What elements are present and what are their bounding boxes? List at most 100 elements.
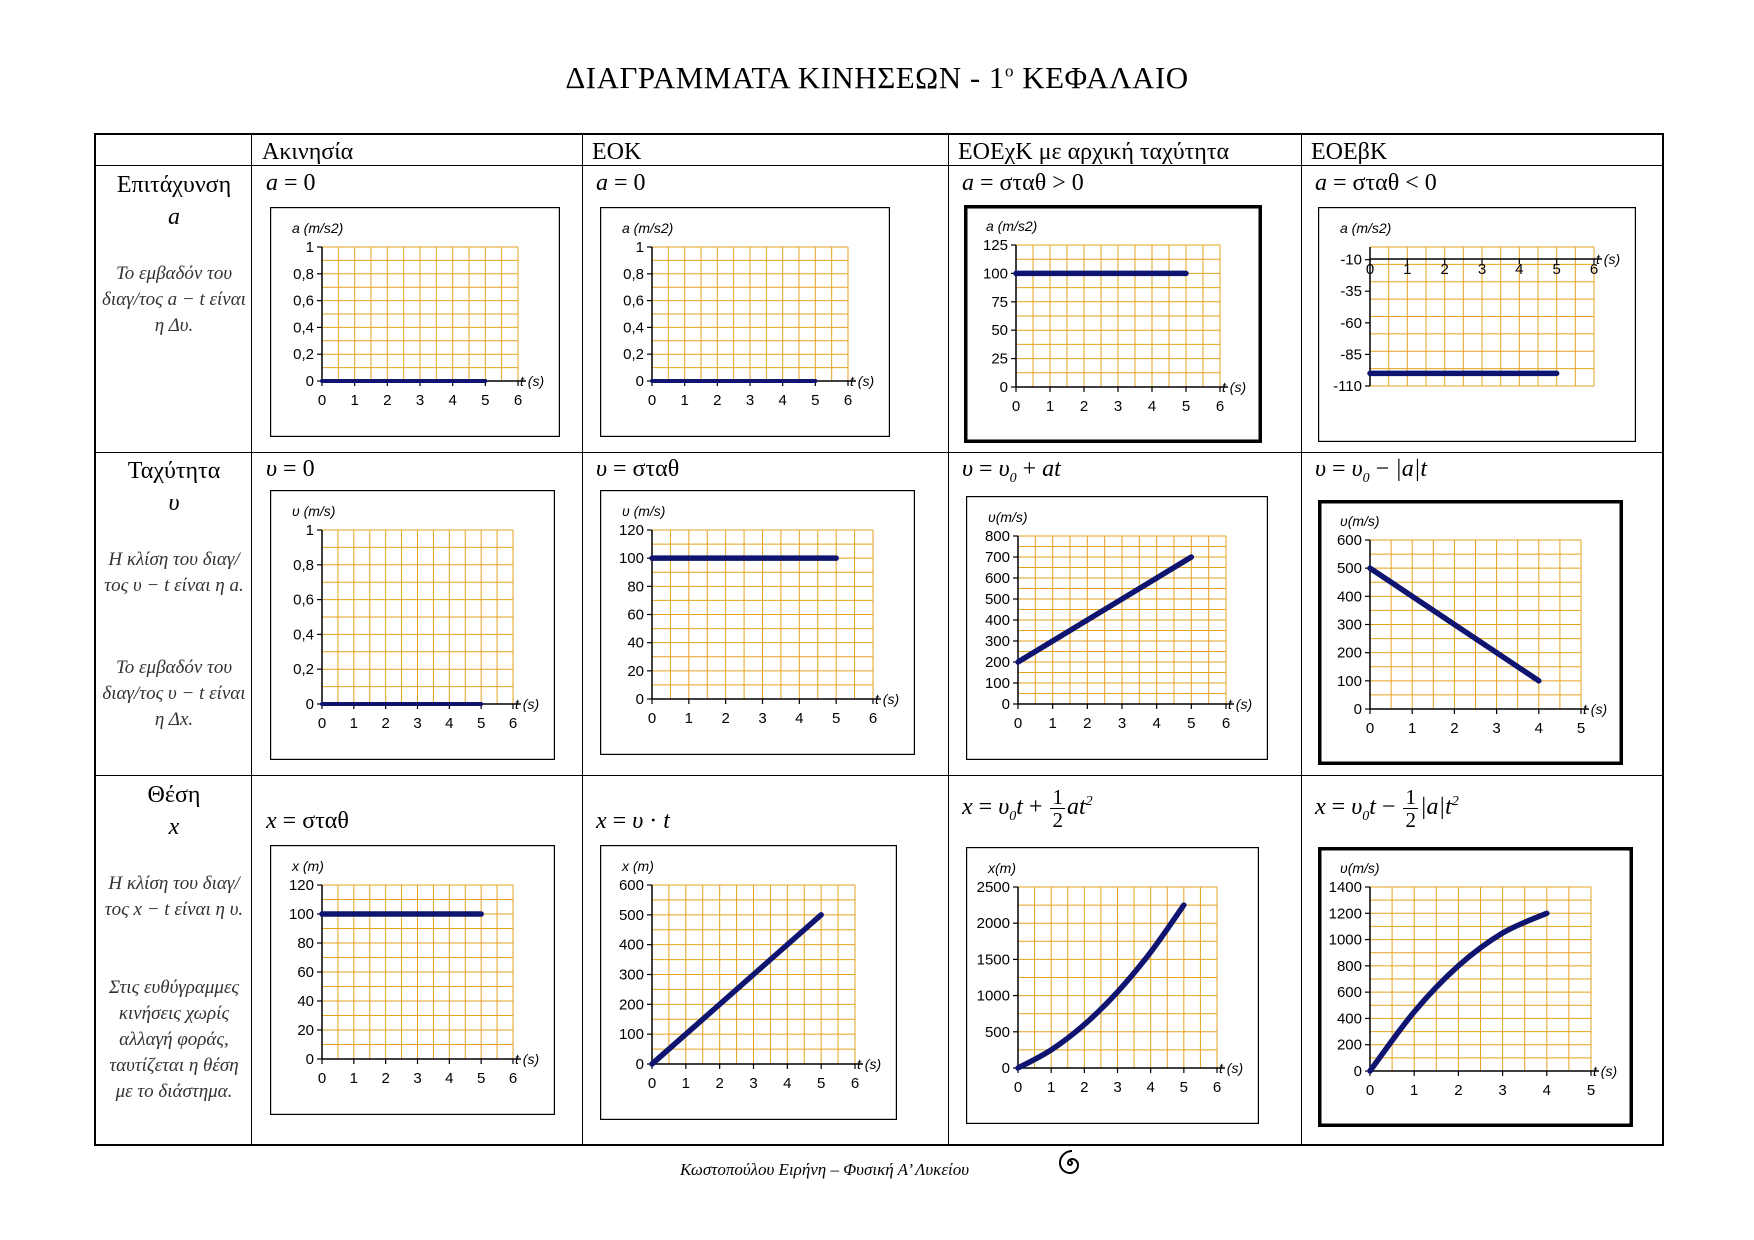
x-tick-label: 1: [685, 710, 693, 727]
chart-accelerated-acceleration: 0 25 50 75 100 125 0 1 2 3 4 5 6 a (m/s2) t (s): [964, 205, 1262, 443]
y-tick-label: 120: [289, 877, 314, 894]
y-tick-label: 80: [627, 578, 644, 595]
x-tick-label: 5: [1577, 720, 1585, 737]
x-axis-label: t (s): [1228, 696, 1252, 712]
y-tick-label: 400: [985, 612, 1010, 629]
x-tick-label: 0: [318, 715, 326, 732]
x-tick-label: 1: [1046, 398, 1054, 415]
formula-r0c1: a = 0: [596, 170, 646, 196]
x-axis-label: t (s): [1583, 701, 1607, 717]
x-axis-label: t (s): [515, 696, 539, 712]
y-tick-label: 500: [1337, 560, 1362, 577]
y-tick-label: 0,8: [623, 266, 644, 283]
x-tick-label: 2: [381, 715, 389, 732]
x-tick-label: 0: [648, 710, 656, 727]
data-series-line: [1015, 554, 1195, 665]
y-tick-label: 100: [619, 1026, 644, 1043]
x-tick-label: 4: [1535, 720, 1543, 737]
position-slope-note: Η κλίση του διαγ/τος x − t είναι η υ.: [104, 873, 244, 920]
y-axis-label: υ(m/s): [1340, 860, 1380, 876]
x-tick-label: 2: [1450, 720, 1458, 737]
x-tick-label: 4: [795, 710, 803, 727]
x-tick-label: 1: [680, 392, 688, 409]
x-tick-label: 3: [758, 710, 766, 727]
formula-r1c2: υ = υ0 + at: [962, 456, 1061, 486]
y-tick-label: -85: [1340, 346, 1362, 363]
chart-frame: [600, 207, 890, 437]
x-tick-label: 3: [413, 1070, 421, 1087]
chart-accelerated-velocity: 0 100 200 300 400 500 600 700 800 0 1 2 3 4 5 6 υ(m/s) t …: [966, 496, 1268, 760]
y-tick-label: 500: [619, 907, 644, 924]
x-tick-label: 5: [832, 710, 840, 727]
chart-uniform-velocity: 0 20 40 60 80 100 120 0 1 2 3 4 5 6 υ (m/s) t (s): [600, 490, 915, 755]
x-tick-label: 4: [445, 715, 453, 732]
formula-r2c0: x = σταθ: [266, 808, 349, 834]
chart-uniform-acceleration: 0 0,2 0,4 0,6 0,8 1 0 1 2 3 4 5 6 a (m/s2) t (s): [600, 207, 890, 437]
y-tick-label: 1200: [1329, 905, 1362, 922]
row-header-acceleration: Επιτάχυνση a: [116, 172, 232, 230]
x-tick-label: 1: [350, 715, 358, 732]
chart-frame: [966, 496, 1268, 760]
x-tick-label: 3: [1492, 720, 1500, 737]
y-axis-label: x (m): [621, 858, 654, 874]
x-axis-label: t (s): [515, 1051, 539, 1067]
page-title: ΔΙΑΓΡΑΜΜΑΤΑ ΚΙΝΗΣΕΩΝ - 1ο ΚΕΦΑΛΑΙΟ: [565, 60, 1189, 95]
x-tick-label: 0: [318, 1070, 326, 1087]
data-series-line: [1367, 565, 1542, 684]
x-tick-label: 2: [715, 1075, 723, 1092]
x-tick-label: 5: [811, 392, 819, 409]
x-tick-label: 6: [851, 1075, 859, 1092]
x-tick-label: 3: [746, 392, 754, 409]
y-tick-label: 60: [627, 607, 644, 624]
x-tick-label: 5: [1180, 1079, 1188, 1096]
x-tick-label: 5: [1187, 715, 1195, 732]
x-tick-label: 2: [383, 392, 391, 409]
y-axis-label: x(m): [987, 860, 1016, 876]
row-header-position: Θέση x: [147, 782, 201, 840]
formula-r1c3: υ = υ0 − |a|t: [1315, 456, 1427, 486]
y-tick-label: 20: [297, 1022, 314, 1039]
y-axis-label: a (m/s2): [1340, 220, 1391, 236]
x-tick-label: 2: [1083, 715, 1091, 732]
x-tick-label: 6: [509, 715, 517, 732]
y-tick-label: 2500: [977, 879, 1010, 896]
x-tick-label: 2: [381, 1070, 389, 1087]
y-axis-label: a (m/s2): [986, 218, 1037, 234]
data-series-line: [1367, 910, 1550, 1074]
y-tick-label: 0,4: [293, 626, 314, 643]
y-tick-label: 40: [297, 993, 314, 1010]
x-tick-label: 6: [509, 1070, 517, 1087]
y-tick-label: 500: [985, 1024, 1010, 1041]
y-tick-label: 100: [983, 265, 1008, 282]
x-tick-label: 1: [1048, 715, 1056, 732]
y-tick-label: 700: [985, 549, 1010, 566]
x-tick-label: 3: [1478, 261, 1486, 278]
data-series-line: [649, 912, 824, 1067]
formula-r1c0: υ = 0: [266, 456, 315, 482]
y-tick-label: 1500: [977, 951, 1010, 968]
formula-r1c1: υ = σταθ: [596, 456, 680, 482]
chart-accelerated-position: 0 500 1000 1500 2000 2500 0 1 2 3 4 5 6 x(m) t (s): [966, 847, 1259, 1124]
y-tick-label: 125: [983, 237, 1008, 254]
row-header-velocity: Ταχύτητα υ: [127, 458, 221, 516]
y-tick-label: 100: [985, 675, 1010, 692]
x-axis-label: t (s): [850, 373, 874, 389]
y-tick-label: 300: [1337, 617, 1362, 634]
chart-decelerated-acceleration: -110 -85 -60 -35 -100 1 2 3 4 5 6 a (m/s2) t (s): [1318, 207, 1636, 442]
x-axis-label: t (s): [520, 373, 544, 389]
y-tick-label: 400: [619, 937, 644, 954]
y-tick-label: -35: [1340, 283, 1362, 300]
y-tick-label: 300: [619, 967, 644, 984]
x-tick-label: 0: [648, 392, 656, 409]
x-tick-label: 2: [721, 710, 729, 727]
y-tick-label: 0,6: [623, 293, 644, 310]
y-axis-label: a (m/s2): [292, 220, 343, 236]
x-tick-label: 6: [1216, 398, 1224, 415]
y-tick-label: 400: [1337, 1010, 1362, 1027]
x-tick-label: 3: [1498, 1082, 1506, 1099]
chart-frame: [270, 207, 560, 437]
y-tick-label: 2000: [977, 915, 1010, 932]
y-tick-label: 20: [627, 663, 644, 680]
chart-frame: [270, 490, 555, 760]
y-tick-label: 400: [1337, 588, 1362, 605]
